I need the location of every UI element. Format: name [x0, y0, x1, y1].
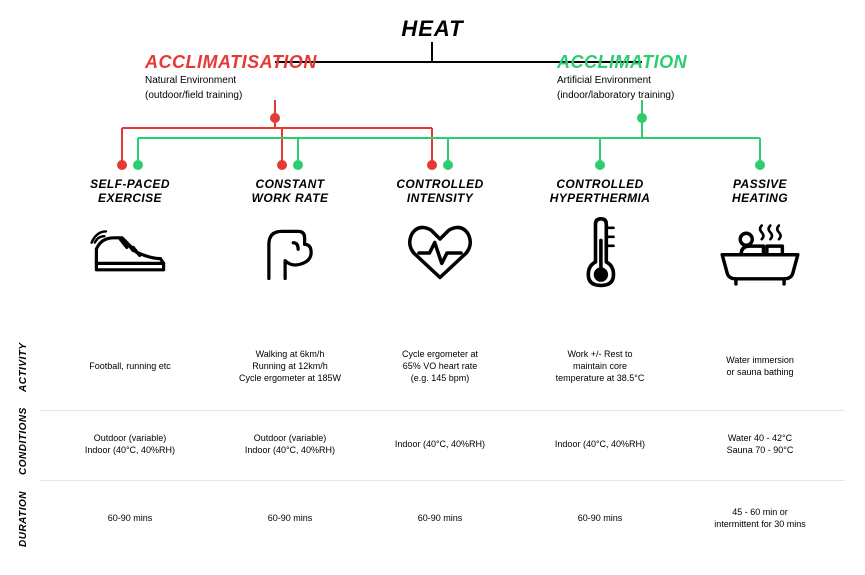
branch-acclimatisation: ACCLIMATISATION Natural Environment (out…: [145, 52, 395, 102]
acclimation-sub2: (indoor/laboratory training): [557, 90, 777, 103]
acclimation-title: ACCLIMATION: [557, 52, 777, 73]
cell-duration-4: 60-90 mins: [530, 512, 670, 524]
divider-2: [40, 480, 845, 481]
col-title-2: CONSTANT WORK RATE: [220, 178, 360, 206]
cell-activity-1: Football, running etc: [60, 360, 200, 372]
branch-acclimation: ACCLIMATION Artificial Environment (indo…: [557, 52, 777, 102]
cell-conditions-5: Water 40 - 42°CSauna 70 - 90°C: [690, 432, 830, 456]
cell-activity-4: Work +/- Rest tomaintain coretemperature…: [530, 348, 670, 384]
divider-1: [40, 410, 845, 411]
acclimation-sub1: Artificial Environment: [557, 75, 777, 88]
cell-conditions-4: Indoor (40°C, 40%RH): [530, 438, 670, 450]
col-title-3: CONTROLLED INTENSITY: [370, 178, 510, 206]
row-label-duration: DURATION: [18, 492, 29, 547]
heart-icon: [370, 215, 510, 290]
row-label-conditions: CONDITIONS: [18, 415, 29, 475]
cell-activity-2: Walking at 6km/hRunning at 12km/hCycle e…: [220, 348, 360, 384]
row-label-activity: ACTIVITY: [18, 342, 29, 392]
col-title-5: PASSIVE HEATING: [690, 178, 830, 206]
cell-activity-5: Water immersionor sauna bathing: [690, 354, 830, 378]
arm-icon: [220, 215, 360, 290]
cell-duration-1: 60-90 mins: [60, 512, 200, 524]
col-title-1: SELF-PACED EXERCISE: [60, 178, 200, 206]
cell-conditions-2: Outdoor (variable)Indoor (40°C, 40%RH): [220, 432, 360, 456]
acclimatisation-sub1: Natural Environment: [145, 75, 395, 88]
thermometer-icon: [530, 215, 670, 290]
cell-conditions-1: Outdoor (variable)Indoor (40°C, 40%RH): [60, 432, 200, 456]
cell-duration-5: 45 - 60 min orintermittent for 30 mins: [690, 506, 830, 530]
acclimatisation-title: ACCLIMATISATION: [145, 52, 395, 73]
cell-activity-3: Cycle ergometer at65% VO heart rate(e.g.…: [370, 348, 510, 384]
cell-duration-3: 60-90 mins: [370, 512, 510, 524]
col-title-4: CONTROLLED HYPERTHERMIA: [530, 178, 670, 206]
cell-conditions-3: Indoor (40°C, 40%RH): [370, 438, 510, 450]
shoe-icon: [60, 215, 200, 290]
bath-icon: [690, 215, 830, 290]
acclimatisation-sub2: (outdoor/field training): [145, 90, 395, 103]
cell-duration-2: 60-90 mins: [220, 512, 360, 524]
